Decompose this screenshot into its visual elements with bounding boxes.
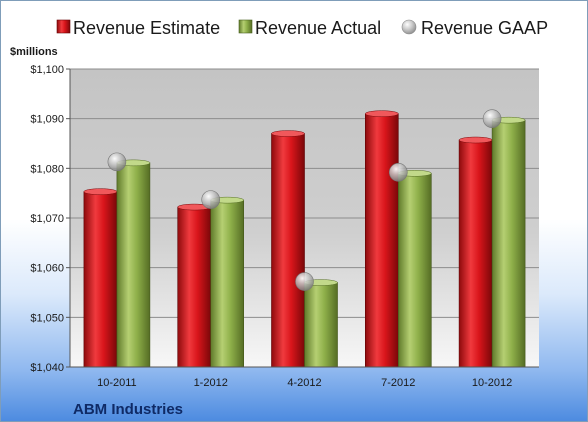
bars [83, 110, 526, 368]
bar-estimate-top-10-2011 [83, 188, 118, 195]
y-axis: $1,040 $1,050 $1,060 $1,070 $1,080 $1,090 $1,1… [30, 64, 71, 374]
legend-label-estimate: Revenue Estimate [73, 18, 220, 38]
bar-estimate-top-10-2012 [458, 136, 493, 144]
marker-gaap-4-2012 [295, 272, 314, 291]
y-tick-label: $1,080 [30, 163, 64, 175]
bar-estimate-7-2012 [364, 113, 399, 368]
bar-estimate-4-2012 [271, 133, 305, 368]
unit-label: $millions [10, 46, 58, 58]
bar-estimate-top-7-2012 [365, 110, 399, 117]
marker-gaap-7-2012 [388, 163, 408, 182]
y-tick-label: $1,060 [30, 263, 64, 275]
bar-actual-10-2011 [116, 162, 151, 368]
gaap-markers [107, 109, 502, 291]
y-tick-label: $1,050 [30, 312, 64, 324]
bar-estimate-10-2011 [83, 191, 118, 368]
legend-swatch-actual [238, 19, 253, 34]
bar-actual-7-2012 [397, 173, 432, 368]
company-name: ABM Industries [73, 401, 183, 418]
y-tick-label: $1,040 [30, 362, 64, 374]
x-axis: 10-2011 1-2012 4-2012 7-2012 10-2012 [70, 366, 539, 389]
y-tick-label: $1,100 [30, 64, 64, 76]
x-tick-label: 10-2011 [97, 377, 137, 389]
bar-actual-10-2012 [491, 119, 526, 368]
bar-actual-4-2012 [304, 282, 338, 368]
bar-actual-1-2012 [210, 199, 244, 368]
legend-swatch-estimate [56, 19, 71, 34]
bar-estimate-1-2012 [177, 206, 211, 368]
marker-gaap-10-2011 [107, 152, 127, 172]
marker-gaap-1-2012 [201, 190, 220, 209]
legend-swatch-gaap [401, 19, 417, 35]
y-tick-label: $1,070 [30, 213, 64, 225]
marker-gaap-10-2012 [482, 109, 502, 128]
legend: Revenue Estimate Revenue Actual Revenue … [56, 18, 548, 38]
x-tick-label: 1-2012 [194, 377, 228, 389]
x-tick-label: 4-2012 [287, 377, 321, 389]
bar-estimate-10-2012 [458, 139, 493, 368]
legend-label-gaap: Revenue GAAP [421, 18, 548, 38]
x-tick-label: 10-2012 [472, 377, 512, 389]
x-tick-label: 7-2012 [381, 377, 415, 389]
legend-label-actual: Revenue Actual [255, 18, 381, 38]
bar-estimate-top-4-2012 [271, 130, 305, 137]
y-tick-label: $1,090 [30, 114, 64, 126]
